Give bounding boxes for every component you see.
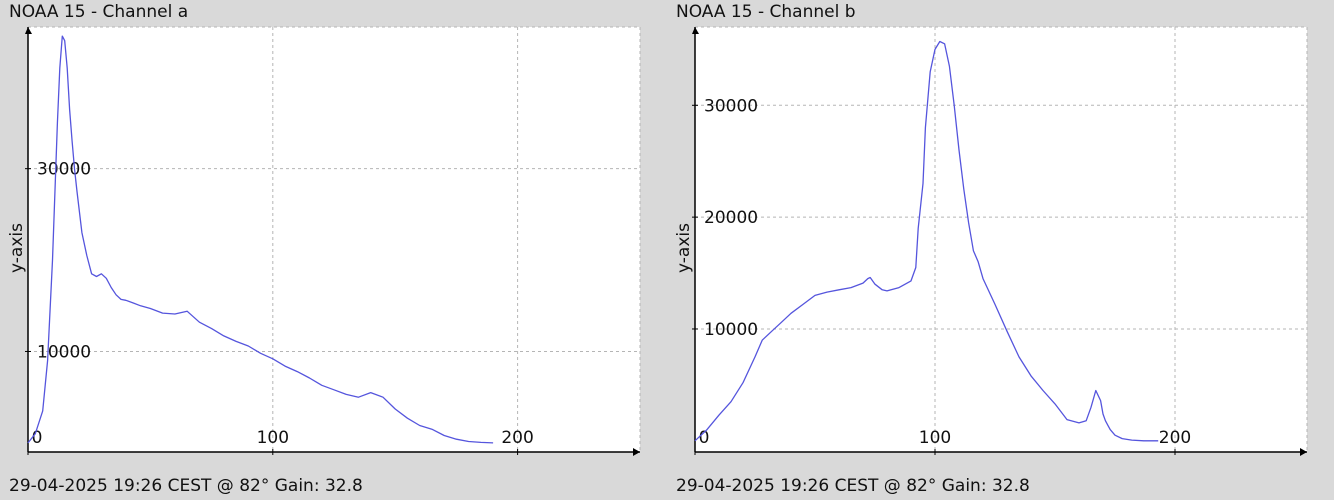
x-axis-arrow (633, 448, 640, 456)
x-tick-label: 100 (257, 428, 289, 448)
y-axis-arrow (25, 27, 32, 34)
x-tick-label: 200 (501, 428, 533, 448)
chart-footer-channel-a: 29-04-2025 19:26 CEST @ 82° Gain: 32.8 (9, 476, 363, 496)
x-axis-arrow (1300, 448, 1307, 456)
chart-a: 0 100 200 10000 30000 y-axis (7, 26, 641, 456)
series-line (27, 35, 494, 444)
y-tick-label: 10000 (37, 342, 91, 362)
y-tick-label: 20000 (704, 208, 758, 228)
y-axis-label: y-axis (674, 223, 694, 273)
y-axis-label: y-axis (7, 223, 27, 273)
plot-area (28, 27, 640, 452)
chart-title-channel-b: NOAA 15 - Channel b (676, 2, 856, 22)
y-axis-arrow (692, 27, 699, 34)
x-tick-label: 100 (919, 428, 951, 448)
x-tick-label: 200 (1159, 428, 1191, 448)
chart-panel-channel-b: 0 100 200 10000 20000 30000 y-axis NOAA 15 - C… (667, 0, 1334, 500)
chart-b: 0 100 200 10000 20000 30000 y-axis (674, 26, 1308, 456)
y-tick-label: 30000 (704, 96, 758, 116)
plot-area (695, 27, 1307, 452)
y-tick-label: 30000 (37, 160, 91, 180)
x-tick-label: 0 (32, 428, 43, 448)
chart-panel-channel-a: 0 100 200 10000 30000 y-axis NOAA 15 - Channe… (7, 2, 641, 496)
chart-footer-channel-b: 29-04-2025 19:26 CEST @ 82° Gain: 32.8 (676, 476, 1030, 496)
series-line (694, 40, 1159, 442)
y-tick-label: 10000 (704, 320, 758, 340)
x-tick-label: 0 (699, 428, 710, 448)
chart-title-channel-a: NOAA 15 - Channel a (9, 2, 189, 22)
